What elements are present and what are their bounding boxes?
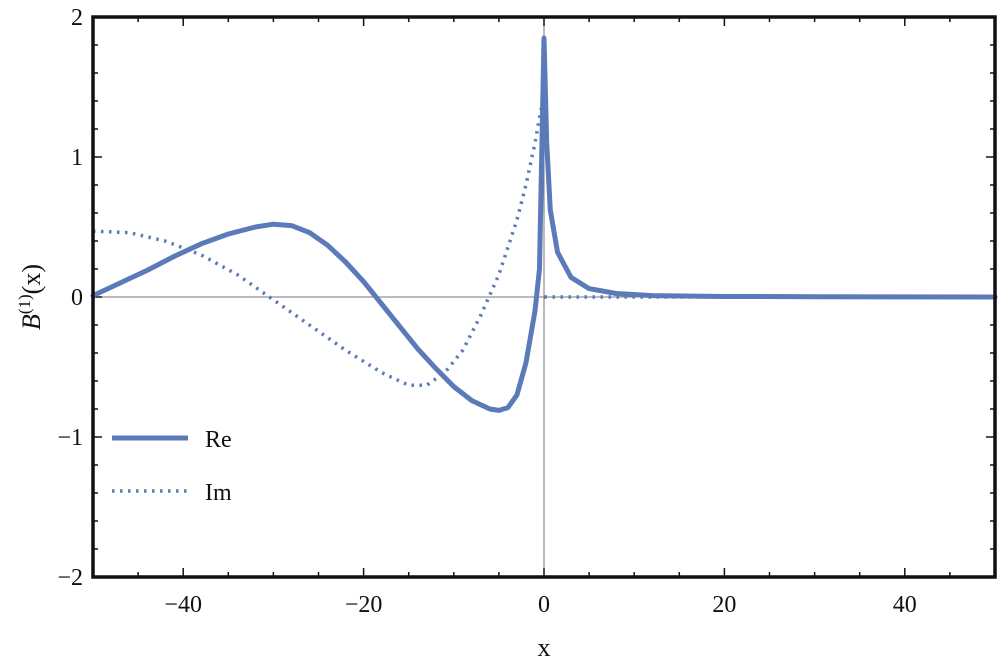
x-tick-label: 20	[712, 592, 736, 618]
x-axis-label: x	[538, 633, 551, 662]
x-tick-label: 40	[893, 592, 917, 618]
x-tick-labels: −40 −20 0 20 40	[164, 592, 916, 618]
y-tick-label: 2	[71, 5, 83, 31]
y-axis-label-main: B	[17, 314, 46, 330]
legend-im-label: Im	[205, 480, 232, 506]
x-tick-label: 0	[538, 592, 550, 618]
x-tick-label: −40	[164, 592, 202, 618]
legend-re-label: Re	[205, 427, 232, 453]
y-tick-label: 0	[71, 285, 83, 311]
y-tick-labels: −2 −1 0 1 2	[57, 5, 83, 591]
y-axis-label: B(1)(x)	[15, 264, 46, 330]
legend: Re Im	[112, 427, 232, 506]
plot-frame	[91, 15, 997, 579]
y-tick-label: −1	[57, 425, 83, 451]
y-axis-label-superscript: (1)	[15, 294, 34, 314]
y-tick-label: 1	[71, 145, 83, 171]
y-axis-label-suffix: (x)	[17, 264, 46, 294]
y-tick-label: −2	[57, 565, 83, 591]
x-tick-label: −20	[345, 592, 383, 618]
series-re-line	[90, 35, 998, 413]
